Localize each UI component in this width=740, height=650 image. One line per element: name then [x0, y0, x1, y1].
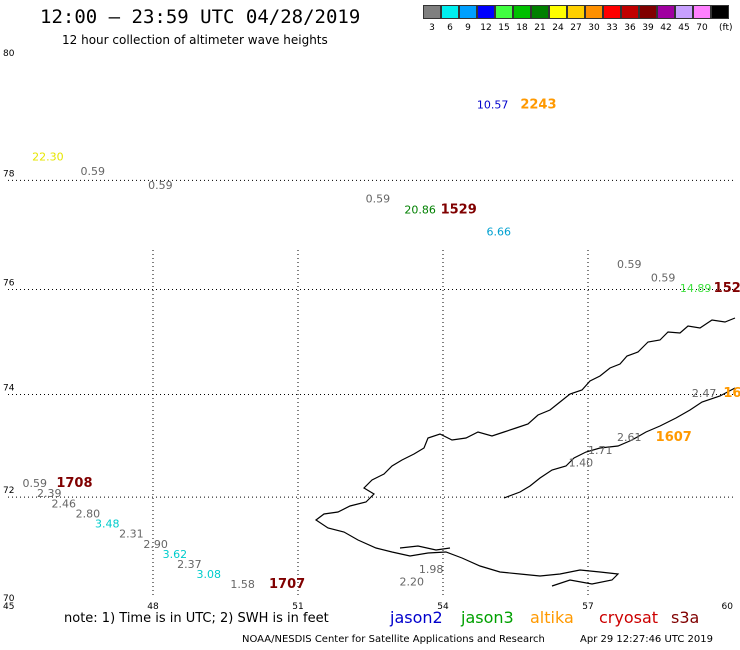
colorbar-label: 33	[606, 23, 618, 33]
latitude-labels: 80 78 76 74 72 70	[3, 49, 15, 604]
colorbar-swatch	[441, 5, 459, 19]
colorbar-label: 3	[429, 23, 435, 33]
longitude-tick-label: 45	[3, 602, 14, 612]
latitude-tick-label: 72	[3, 486, 14, 496]
colorbar-swatch	[531, 5, 549, 19]
colorbar-swatch	[675, 5, 693, 19]
colorbar-label: 39	[642, 23, 654, 33]
graticule	[8, 179, 733, 598]
wave-height-value: 2.61	[617, 431, 642, 444]
colorbar-label: 6	[447, 23, 453, 33]
wave-height-value: 2.47	[692, 387, 717, 400]
units-note: note: 1) Time is in UTC; 2) SWH is in fe…	[64, 611, 329, 626]
wave-height-value: 0.59	[651, 271, 676, 284]
colorbar-label: 30	[588, 23, 600, 33]
legend-s3a: s3a	[671, 608, 700, 627]
longitude-tick-label: 48	[147, 602, 159, 612]
latitude-tick-label: 80	[3, 49, 15, 59]
colorbar-swatch	[657, 5, 675, 19]
latitude-tick-label: 70	[3, 594, 15, 604]
colorbar-swatch	[639, 5, 657, 19]
legend-altika: altika	[530, 608, 574, 627]
wave-height-value: 3.48	[95, 518, 120, 531]
wave-height-observations: 10.57 2243 22.30 0.59 0.59 0.59 20.86 1529 6.66 0…	[23, 97, 740, 592]
wave-height-value: 0.59	[23, 477, 48, 490]
wave-height-value: 0.59	[81, 165, 106, 178]
observation-time-label: 16	[723, 386, 740, 401]
legend-jason3: jason3	[461, 608, 514, 627]
colorbar-unit: (ft)	[719, 23, 733, 33]
wave-height-value: 1.58	[230, 578, 255, 591]
wave-height-value: 2.39	[37, 487, 62, 500]
colorbar-label: 21	[534, 23, 546, 33]
colorbar-swatch	[459, 5, 477, 19]
longitude-tick-label: 51	[292, 602, 303, 612]
observation-time-label: 1708	[56, 476, 92, 491]
wave-height-value: 2.90	[143, 538, 168, 551]
wave-height-value: 0.59	[617, 258, 642, 271]
wave-height-value: 1.40	[569, 457, 594, 470]
legend-jason2: jason2	[390, 608, 443, 627]
legend-cryosat: cryosat	[599, 608, 659, 627]
colorbar-label: 24	[552, 23, 564, 33]
wave-height-value: 2.20	[400, 575, 425, 588]
wave-height-value: 0.59	[148, 179, 173, 192]
colorbar-label: 70	[696, 23, 708, 33]
colorbar-swatch	[495, 5, 513, 19]
generation-timestamp: Apr 29 12:27:46 UTC 2019	[580, 634, 713, 645]
wave-height-value: 0.59	[366, 193, 391, 206]
colorbar-label: 15	[498, 23, 510, 33]
wave-height-value: 6.66	[487, 226, 512, 239]
wave-height-value: 2.31	[119, 528, 143, 541]
wave-height-value: 2.46	[52, 497, 77, 510]
latitude-tick-label: 74	[3, 384, 15, 394]
colorbar-label: 36	[624, 23, 636, 33]
wave-height-value: 1.98	[419, 563, 444, 576]
colorbar-swatch	[603, 5, 621, 19]
latitude-tick-label: 78	[3, 169, 15, 179]
colorbar-swatch	[567, 5, 585, 19]
colorbar-swatch	[711, 5, 729, 19]
observation-time-label: 1707	[269, 577, 305, 592]
colorbar-label: 42	[660, 23, 672, 33]
longitude-labels: 45 48 51 54 57 60	[3, 602, 733, 612]
colorbar-label: 18	[516, 23, 528, 33]
colorbar-label: 12	[480, 23, 492, 33]
longitude-tick-label: 54	[437, 602, 449, 612]
wave-height-value: 14.89	[680, 282, 712, 295]
colorbar-label: 45	[678, 23, 690, 33]
observation-time-label: 1607	[656, 430, 692, 445]
colorbar-swatch	[477, 5, 495, 19]
colorbar-swatch	[693, 5, 711, 19]
colorbar-swatch	[585, 5, 603, 19]
novaya-zemlya-coast	[314, 317, 736, 587]
wave-height-value: 2.37	[177, 558, 202, 571]
longitude-tick-label: 57	[582, 602, 593, 612]
map-subtitle: 12 hour collection of altimeter wave hei…	[62, 33, 328, 47]
map-title: 12:00 – 23:59 UTC 04/28/2019	[40, 6, 361, 28]
colorbar-swatch	[549, 5, 567, 19]
wave-height-value: 20.86	[404, 204, 436, 217]
observation-time-label: 2243	[520, 97, 556, 112]
longitude-tick-label: 60	[722, 602, 734, 612]
wave-height-value: 10.57	[477, 98, 509, 111]
observation-time-label: 1529	[441, 203, 477, 218]
wave-height-value: 1.71	[588, 444, 613, 457]
observation-time-label: 152	[714, 281, 740, 296]
colorbar-label: 9	[465, 23, 471, 33]
wave-height-value: 2.80	[76, 507, 101, 520]
colorbar-swatch	[423, 5, 441, 19]
south-island-strait	[399, 545, 451, 551]
coastline	[314, 317, 736, 587]
latitude-tick-label: 76	[3, 278, 15, 288]
wave-height-value: 22.30	[32, 151, 64, 164]
colorbar-swatch	[621, 5, 639, 19]
kara-sea-coast	[503, 387, 736, 499]
colorbar-label: 27	[570, 23, 582, 33]
wave-height-value: 3.08	[197, 568, 222, 581]
credit-line: NOAA/NESDIS Center for Satellite Applica…	[242, 634, 545, 645]
colorbar-swatch	[513, 5, 531, 19]
wave-height-value: 3.62	[163, 548, 188, 561]
